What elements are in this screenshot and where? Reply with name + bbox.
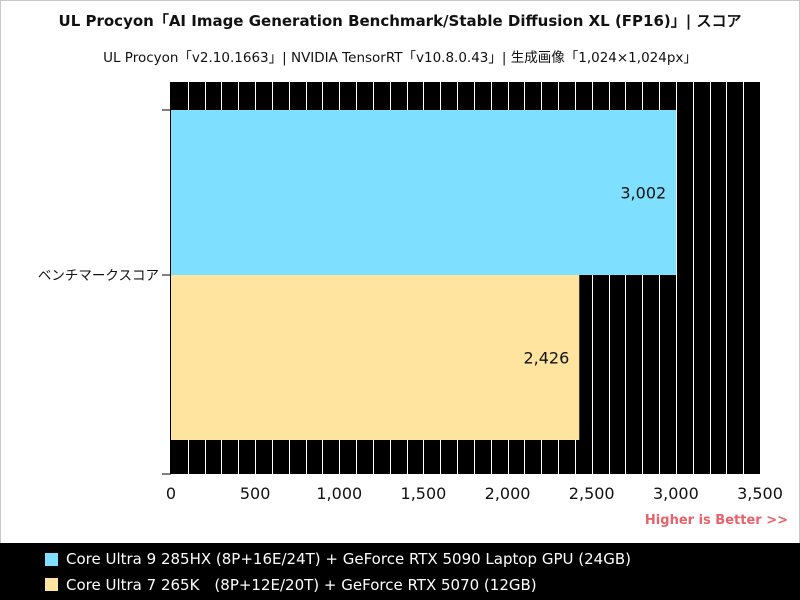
x-tick-label: 1,500 [401, 484, 447, 503]
legend-swatch-series-1 [45, 552, 58, 566]
x-tick-label: 0 [166, 484, 176, 503]
legend-item-series-1: Core Ultra 9 285HX (8P+16E/24T) + GeForc… [45, 547, 631, 571]
x-tick-label: 500 [240, 484, 271, 503]
category-label: ベンチマークスコア [38, 268, 159, 284]
x-tick-label: 2,500 [569, 484, 615, 503]
bar-series-1 [171, 110, 677, 275]
legend-label-series-1: Core Ultra 9 285HX (8P+16E/24T) + GeForc… [66, 550, 631, 568]
x-tick-label: 3,500 [737, 484, 783, 503]
x-tick-label: 3,000 [653, 484, 699, 503]
chart-title: UL Procyon「AI Image Generation Benchmark… [58, 12, 742, 30]
legend: Core Ultra 9 285HX (8P+16E/24T) + GeForc… [0, 543, 800, 600]
x-tick-label: 2,000 [485, 484, 531, 503]
legend-label-series-2: Core Ultra 7 265K (8P+12E/20T) + GeForce… [66, 575, 537, 594]
legend-swatch-series-2 [45, 577, 58, 591]
chart-subtitle: UL Procyon「v2.10.1663」| NVIDIA TensorRT「… [103, 50, 697, 66]
x-tick-label: 1,000 [316, 484, 362, 503]
bar-series-2 [171, 275, 580, 440]
bar-value-label-series-2: 2,426 [523, 349, 569, 368]
bar-value-label-series-1: 3,002 [620, 184, 666, 203]
higher-is-better-note: Higher is Better >> [644, 513, 788, 528]
legend-item-series-2: Core Ultra 7 265K (8P+12E/20T) + GeForce… [45, 572, 537, 596]
